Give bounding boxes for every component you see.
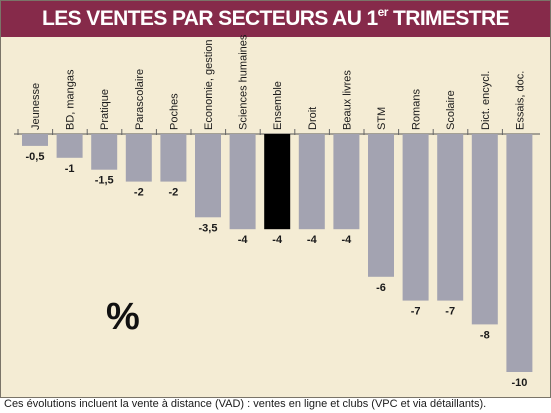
title-superscript: er	[377, 5, 389, 19]
value-label-beaux-livres: -4	[342, 234, 353, 246]
value-label-essais-doc: -10	[511, 377, 527, 389]
value-label-droit: -4	[307, 234, 318, 246]
bar-ensemble	[264, 134, 291, 230]
value-label-bd-mangas: -1	[65, 163, 75, 175]
bar-economie-gestion	[195, 134, 221, 218]
value-label-dict-encycl: -8	[480, 329, 490, 341]
value-label-romans: -7	[411, 306, 421, 318]
value-label-poches: -2	[169, 187, 179, 199]
footnote: Ces évolutions incluent la vente à dista…	[4, 398, 487, 410]
bar-jeunesse	[22, 134, 48, 146]
bar-dict-encycl	[471, 134, 498, 325]
category-label-sciences-humaines: Sciences humaines	[238, 34, 250, 130]
bar-chart: Jeunesse -0,5 BD, mangas -1 Pratique -1,5 Para…	[14, 34, 540, 389]
bar-poches	[160, 134, 187, 182]
category-label-droit: Droit	[307, 107, 319, 130]
unit-label: %	[106, 296, 140, 338]
bar-scolaire	[437, 134, 464, 301]
category-label-bd-mangas: BD, mangas	[65, 69, 77, 130]
category-label-romans: Romans	[411, 89, 423, 130]
title-main: LES VENTES PAR SECTEURS AU 1	[42, 7, 378, 30]
category-label-economie-gestion: Economie, gestion	[203, 40, 215, 131]
category-label-ensemble: Ensemble	[272, 81, 284, 130]
bar-beaux-livres	[333, 134, 360, 230]
category-label-pratique: Pratique	[99, 89, 111, 130]
bar-essais-doc	[506, 134, 533, 372]
value-label-jeunesse: -0,5	[26, 151, 45, 163]
category-label-scolaire: Scolaire	[445, 90, 457, 130]
category-label-poches: Poches	[168, 93, 180, 130]
value-label-stm: -6	[376, 282, 386, 294]
bar-bd-mangas	[56, 134, 83, 158]
category-label-jeunesse: Jeunesse	[30, 83, 42, 130]
value-label-economie-gestion: -3,5	[199, 222, 218, 234]
title-end: TRIMESTRE	[387, 7, 510, 30]
value-label-pratique: -1,5	[95, 175, 114, 187]
category-label-parascolaire: Parascolaire	[134, 69, 146, 130]
value-label-sciences-humaines: -4	[238, 234, 249, 246]
bar-romans	[402, 134, 429, 301]
category-label-beaux-livres: Beaux livres	[341, 70, 353, 130]
bar-droit	[298, 134, 325, 230]
bar-pratique	[91, 134, 118, 170]
value-label-ensemble: -4	[272, 234, 283, 246]
chart-title: LES VENTES PAR SECTEURS AU 1er TRIMESTRE	[1, 1, 550, 37]
category-label-stm: STM	[376, 107, 388, 130]
bar-parascolaire	[125, 134, 152, 182]
bar-stm	[368, 134, 394, 277]
value-label-scolaire: -7	[445, 306, 455, 318]
value-label-parascolaire: -2	[134, 187, 144, 199]
category-label-dict-encycl: Dict. encycl.	[480, 71, 492, 130]
bar-sciences-humaines	[229, 134, 256, 230]
category-label-essais-doc: Essais, doc.	[514, 71, 526, 130]
